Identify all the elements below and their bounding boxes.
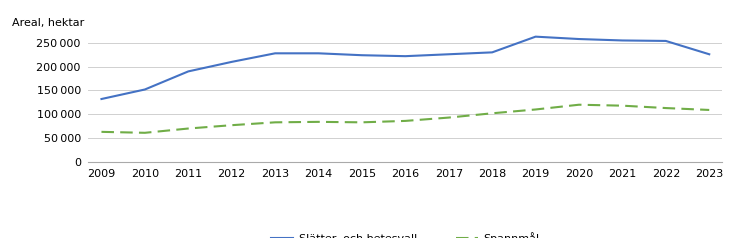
- Spannmål: [184, 127, 192, 130]
- Spannmål: [270, 121, 279, 124]
- Spannmål: [227, 124, 236, 127]
- Spannmål: [444, 116, 453, 119]
- Text: Areal, hektar: Areal, hektar: [13, 18, 85, 28]
- Spannmål: [97, 130, 106, 133]
- Slätter- och betesvall: [184, 70, 192, 73]
- Slätter- och betesvall: [488, 51, 497, 54]
- Slätter- och betesvall: [357, 54, 366, 57]
- Line: Slätter- och betesvall: Slätter- och betesvall: [102, 37, 709, 99]
- Spannmål: [314, 120, 323, 123]
- Spannmål: [141, 131, 150, 134]
- Slätter- och betesvall: [97, 98, 106, 100]
- Slätter- och betesvall: [531, 35, 540, 38]
- Spannmål: [575, 103, 584, 106]
- Spannmål: [618, 104, 627, 107]
- Slätter- och betesvall: [314, 52, 323, 55]
- Slätter- och betesvall: [141, 88, 150, 91]
- Spannmål: [488, 112, 497, 115]
- Slätter- och betesvall: [227, 60, 236, 63]
- Spannmål: [705, 109, 713, 111]
- Legend: Slätter- och betesvall, Spannmål: Slätter- och betesvall, Spannmål: [267, 227, 544, 238]
- Slätter- och betesvall: [618, 39, 627, 42]
- Slätter- och betesvall: [401, 55, 410, 58]
- Spannmål: [531, 108, 540, 111]
- Slätter- och betesvall: [705, 53, 713, 56]
- Slätter- och betesvall: [444, 53, 453, 56]
- Spannmål: [401, 119, 410, 122]
- Slätter- och betesvall: [575, 38, 584, 40]
- Spannmål: [357, 121, 366, 124]
- Slätter- och betesvall: [661, 40, 670, 42]
- Spannmål: [661, 107, 670, 109]
- Slätter- och betesvall: [270, 52, 279, 55]
- Line: Spannmål: Spannmål: [102, 105, 709, 133]
